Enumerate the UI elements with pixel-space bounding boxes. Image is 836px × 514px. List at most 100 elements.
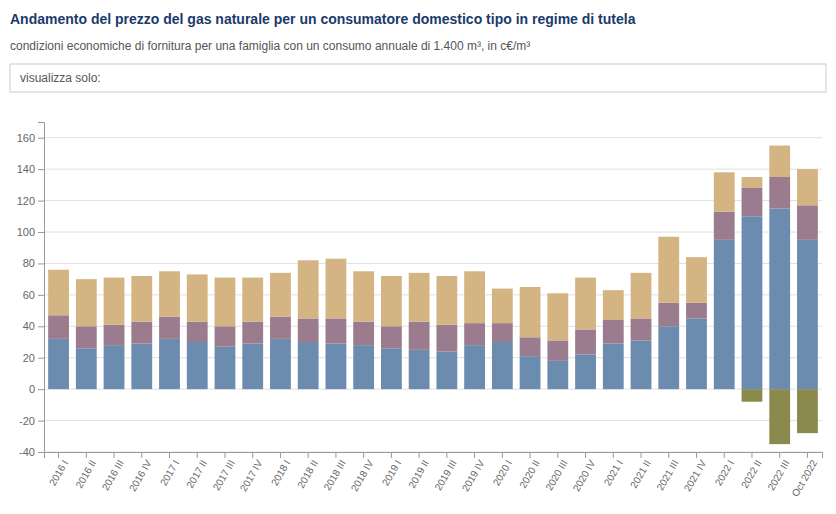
bar — [492, 323, 513, 342]
tick-label: 120 — [17, 195, 35, 207]
tick-label: 2017 IV — [238, 458, 265, 494]
bar — [48, 389, 69, 390]
tick-mark — [38, 232, 44, 233]
bar — [603, 344, 624, 390]
bar — [326, 344, 347, 390]
grid-line — [44, 137, 822, 138]
bar — [686, 303, 707, 319]
axis-line — [45, 453, 823, 459]
tick-mark — [668, 452, 669, 458]
x-axis: 2016 I2016 II2016 III2016 IV2017 I2017 I… — [45, 452, 823, 499]
bar — [797, 240, 818, 389]
series — [48, 177, 818, 361]
tick-label: 2017 II — [184, 458, 209, 490]
bar — [76, 389, 97, 390]
bar — [104, 345, 125, 389]
bar — [742, 216, 763, 389]
tick: 2017 I — [158, 452, 181, 488]
tick: -20 — [19, 415, 44, 427]
bar — [547, 361, 568, 389]
tick-label: 2017 III — [211, 458, 237, 492]
bar — [769, 208, 790, 389]
bar — [48, 315, 69, 339]
tick-label: 2018 I — [269, 458, 292, 488]
tick: 2021 I — [602, 452, 625, 488]
bar — [242, 389, 263, 390]
tick: 2018 III — [322, 452, 348, 492]
bar — [714, 389, 735, 390]
grid-line — [44, 200, 822, 201]
tick: 2022 III — [765, 452, 791, 492]
tick-label: Oct 2022 — [789, 458, 819, 499]
bar — [48, 339, 69, 389]
bar — [159, 271, 180, 317]
tick: 2019 I — [380, 452, 403, 488]
tick: 2016 II — [73, 452, 98, 490]
tick-mark — [502, 452, 503, 458]
tick-label: 2021 II — [628, 458, 653, 490]
bar — [270, 339, 291, 389]
plot: -40-200204060801001201401602016 I2016 II… — [17, 123, 823, 499]
bar — [353, 271, 374, 321]
grid-line — [44, 420, 822, 421]
bar — [381, 348, 402, 389]
grid — [44, 138, 822, 452]
bar — [409, 322, 430, 350]
tick-label: 2019 I — [380, 458, 403, 488]
bar — [575, 355, 596, 390]
axis-line — [38, 123, 45, 453]
bar — [436, 389, 457, 390]
tick: 2021 III — [654, 452, 680, 492]
bar — [464, 271, 485, 323]
tick-label: 2020 III — [543, 458, 569, 492]
tick: 100 — [17, 226, 44, 238]
tick: 2020 IV — [571, 452, 598, 493]
tick: 2022 II — [739, 452, 764, 490]
tick-label: 2016 II — [73, 458, 98, 490]
bar — [381, 389, 402, 390]
tick: 2016 IV — [127, 452, 154, 493]
tick: 2019 II — [406, 452, 431, 490]
tick: 2021 IV — [682, 452, 709, 493]
bar — [492, 342, 513, 389]
tick: 2019 IV — [460, 452, 487, 493]
bar — [686, 318, 707, 389]
bar — [547, 293, 568, 340]
bar — [742, 188, 763, 216]
tick-mark — [779, 452, 780, 458]
tick: 2018 II — [295, 452, 320, 490]
title: Andamento del prezzo del gas naturale pe… — [10, 11, 636, 27]
tick: Oct 2022 — [789, 452, 819, 499]
bar — [298, 342, 319, 389]
filter-box — [10, 64, 826, 92]
tick-mark — [224, 452, 225, 458]
tick-label: 60 — [23, 289, 35, 301]
tick-mark — [391, 452, 392, 458]
bar — [187, 342, 208, 389]
bar — [298, 260, 319, 318]
bar — [215, 347, 236, 389]
tick: 2017 III — [211, 452, 237, 492]
tick: 2016 I — [47, 452, 70, 488]
annotation: visualizza solo: — [20, 71, 101, 85]
bar — [436, 351, 457, 389]
bar — [631, 389, 652, 390]
tick: 2022 I — [713, 452, 736, 488]
tick-mark — [696, 452, 697, 458]
series — [742, 389, 818, 444]
tick-label: 80 — [23, 257, 35, 269]
tick-label: 2018 III — [322, 458, 348, 492]
tick-mark — [557, 452, 558, 458]
tick: 2020 III — [543, 452, 569, 492]
bar — [575, 329, 596, 354]
bar — [436, 276, 457, 325]
tick: 60 — [23, 289, 44, 301]
tick-mark — [807, 452, 808, 458]
tick-label: 20 — [23, 352, 35, 364]
bar — [769, 389, 790, 444]
tick: 2019 III — [433, 452, 459, 492]
tick-label: 2016 I — [47, 458, 70, 488]
tick-mark — [308, 452, 309, 458]
grid-line — [44, 169, 822, 170]
tick-label: 100 — [17, 226, 35, 238]
